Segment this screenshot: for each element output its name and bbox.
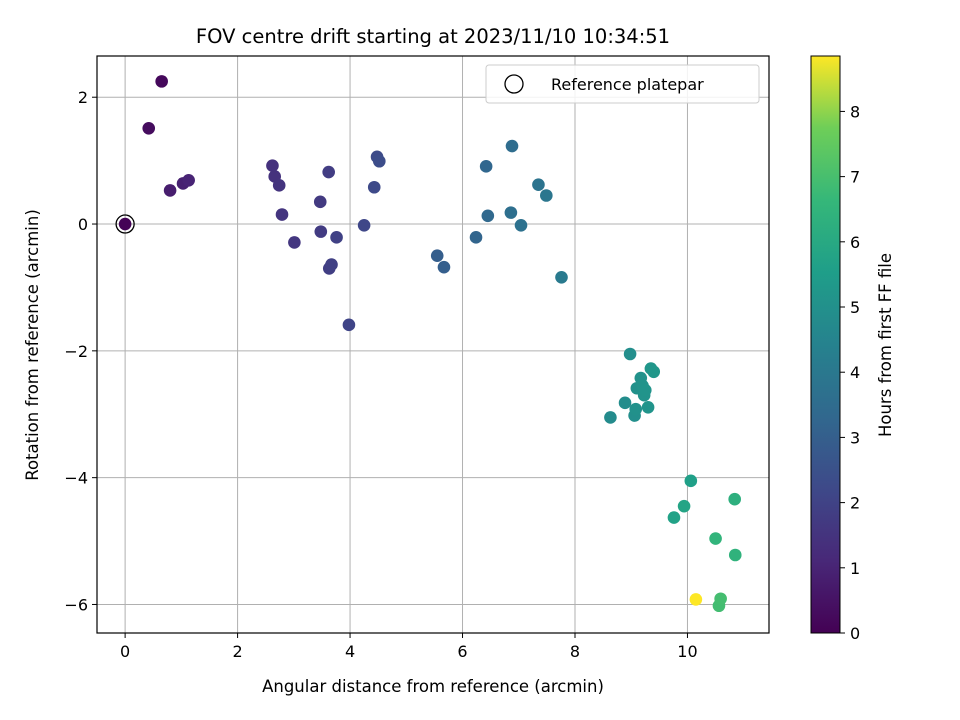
y-tick-label: −6 (64, 595, 88, 614)
data-point (514, 218, 528, 232)
data-point (618, 396, 632, 410)
data-point (313, 195, 327, 209)
y-tick-label: 0 (78, 215, 88, 234)
data-point (689, 593, 703, 606)
data-point (182, 173, 195, 187)
data-point (367, 180, 381, 194)
y-axis-label: Rotation from reference (arcmin) (23, 209, 42, 481)
data-point (709, 532, 722, 545)
colorbar-tick-label: 7 (850, 168, 860, 187)
data-point (629, 402, 643, 416)
data-point (118, 217, 132, 231)
legend-label-reference: Reference platepar (551, 75, 704, 94)
data-point (684, 474, 698, 488)
data-point (677, 499, 691, 513)
data-point (604, 411, 617, 424)
colorbar-label: Hours from first FF file (876, 253, 895, 437)
data-point (728, 548, 742, 562)
data-point (288, 236, 301, 249)
axis-ticks: 0 2 4 6 8 10 −6 −4 −2 0 2 (64, 88, 697, 661)
data-point (357, 218, 371, 232)
x-tick-label: 4 (345, 642, 355, 661)
data-point (641, 400, 655, 414)
legend-box (485, 64, 760, 104)
x-tick-label: 6 (457, 642, 467, 661)
colorbar-tick-label: 2 (850, 494, 860, 513)
data-point (532, 178, 545, 192)
data-point (430, 249, 444, 263)
data-point (314, 225, 328, 238)
colorbar-tick-label: 3 (850, 428, 860, 447)
colorbar-tick-label: 1 (850, 559, 860, 578)
data-points (115, 75, 742, 613)
data-point (275, 208, 289, 221)
chart-title: FOV centre drift starting at 2023/11/10 … (196, 25, 670, 48)
data-point (555, 270, 568, 284)
x-tick-label: 8 (570, 642, 580, 661)
data-point (638, 383, 652, 397)
data-point (505, 139, 519, 153)
data-point (342, 318, 356, 332)
data-point (155, 75, 168, 88)
data-point (266, 159, 279, 172)
data-point (322, 165, 335, 179)
data-point (330, 231, 343, 244)
legend: Reference platepar (485, 64, 760, 104)
data-point (163, 184, 177, 197)
reference-marker (115, 214, 135, 234)
colorbar-tick-label: 4 (850, 363, 860, 382)
colorbar (810, 55, 841, 634)
colorbar-tick-label: 5 (850, 298, 860, 317)
data-point (728, 492, 741, 506)
data-point (504, 206, 518, 219)
y-tick-label: −4 (64, 469, 88, 488)
data-point (272, 179, 286, 192)
data-point (647, 365, 661, 379)
x-axis-label: Angular distance from reference (arcmin) (262, 677, 604, 696)
data-point (714, 592, 727, 606)
y-tick-label: −2 (64, 342, 88, 361)
colorbar-tick-label: 6 (850, 233, 860, 252)
legend-marker-reference (504, 74, 524, 94)
data-point (437, 260, 451, 274)
plot-frame (96, 55, 770, 634)
data-point (469, 231, 483, 244)
data-point (325, 258, 338, 271)
colorbar-tick-label: 0 (850, 624, 860, 643)
colorbar-ticks: 0 1 2 3 4 5 6 7 8 (840, 102, 860, 643)
data-point (623, 347, 637, 361)
y-tick-label: 2 (78, 88, 88, 107)
x-tick-label: 0 (120, 642, 130, 661)
colorbar-tick-label: 8 (850, 102, 860, 121)
data-point (372, 154, 386, 168)
data-point (481, 209, 495, 223)
data-point (540, 189, 553, 202)
data-point (667, 511, 681, 524)
grid (97, 56, 769, 633)
x-tick-label: 10 (677, 642, 697, 661)
data-point (142, 121, 156, 135)
data-point (479, 160, 493, 173)
x-tick-label: 2 (232, 642, 242, 661)
